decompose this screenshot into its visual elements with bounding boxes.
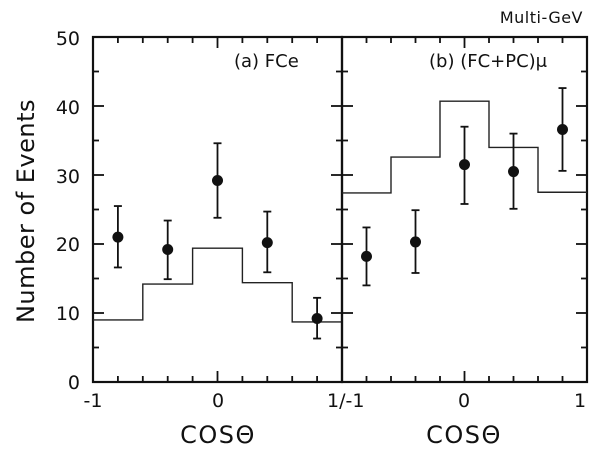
- y-tick-label-10: 10: [56, 303, 80, 325]
- data-point: [557, 123, 568, 135]
- panel-a-title: (a) FCe: [234, 51, 299, 72]
- data-point: [410, 236, 421, 248]
- data-point: [311, 313, 323, 325]
- data-point: [112, 231, 124, 243]
- data-point: [508, 166, 519, 178]
- panel-b-data-points: [361, 87, 568, 287]
- y-tick-label-30: 30: [56, 166, 80, 188]
- y-tick-label-50: 50: [56, 28, 80, 50]
- data-point: [459, 159, 470, 171]
- y-tick-label-20: 20: [56, 234, 80, 256]
- panel-b-title: (b) (FC+PC)μ: [429, 51, 548, 72]
- panel-a-data-points: [112, 142, 323, 340]
- data-point: [162, 244, 174, 256]
- panel-b-x-tick-label-1: 1: [574, 390, 586, 412]
- panel-a-x-tick-label-0: 0: [212, 390, 224, 412]
- y-tick-label-0: 0: [68, 372, 80, 394]
- panel-b-x-axis-label: COSΘ: [426, 421, 502, 449]
- top-label: Multi-GeV: [500, 8, 583, 27]
- panel-a: (a) FCe -1 0 1/ COSΘ: [84, 35, 346, 449]
- panel-a-mc-histogram: [93, 247, 342, 323]
- y-tick-labels: 50 40 30 20 10 0: [56, 28, 80, 394]
- panel-a-x-axis-label: COSΘ: [180, 421, 256, 449]
- data-point: [361, 250, 372, 262]
- y-axis-label: Number of Events: [12, 99, 40, 323]
- data-point: [212, 175, 223, 187]
- y-tick-label-40: 40: [56, 97, 80, 119]
- panel-a-x-tick-label-minus1: -1: [84, 390, 103, 412]
- panel-b-x-tick-label-minus1: -1: [346, 390, 365, 412]
- panel-b: (b) (FC+PC)μ -1 0 1 COSΘ: [340, 35, 589, 449]
- panel-a-x-tick-label-1: 1/: [327, 390, 346, 412]
- data-point: [261, 237, 273, 249]
- panel-b-ticks: [341, 36, 588, 383]
- panel-b-x-tick-label-0: 0: [458, 390, 470, 412]
- panel-b-mc-histogram: [342, 100, 587, 194]
- panel-b-frame: [340, 35, 589, 384]
